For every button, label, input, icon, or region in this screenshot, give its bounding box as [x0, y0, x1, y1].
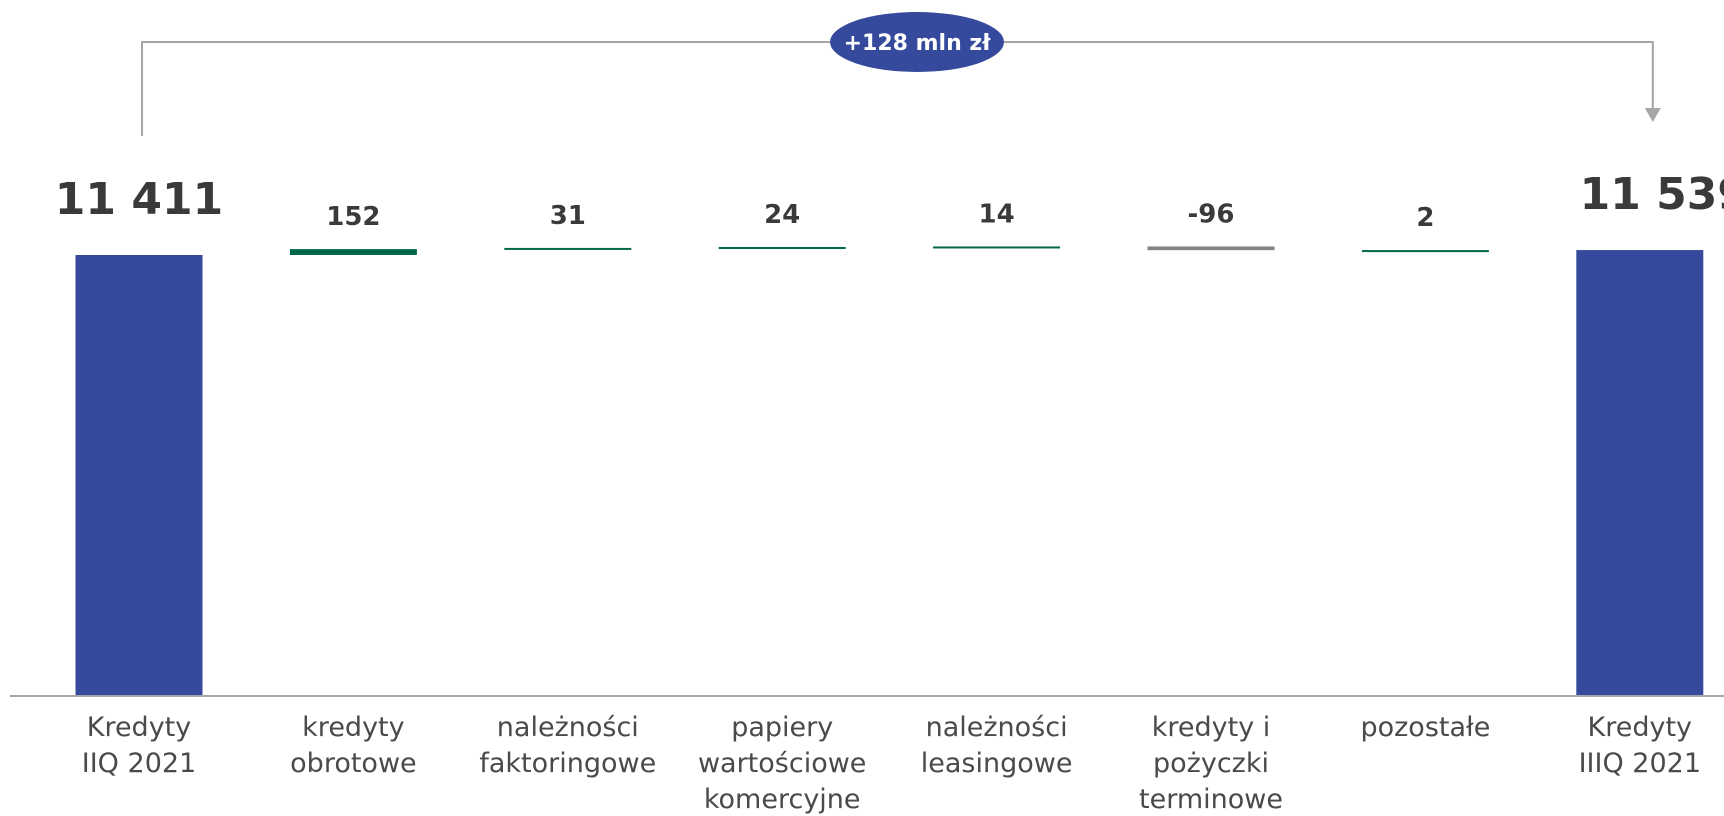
bar-4: [933, 246, 1061, 249]
category-label-6: pozostałe: [1360, 712, 1490, 743]
category-label-3: papiery wartościowe komercyjne: [698, 712, 866, 815]
category-label-line: IIQ 2021: [82, 748, 196, 779]
bar-1: [289, 249, 417, 255]
category-label-line: należności: [497, 712, 639, 743]
bar-5: [1147, 246, 1275, 251]
category-label-5: kredyty i pożyczki terminowe: [1139, 712, 1283, 815]
value-label-5: -96: [1188, 199, 1235, 229]
bar-3: [718, 247, 846, 250]
value-label-0: 11 411: [55, 174, 223, 225]
category-label-line: terminowe: [1139, 784, 1283, 815]
category-label-line: należności: [926, 712, 1068, 743]
category-label-line: faktoringowe: [479, 748, 656, 779]
category-label-line: wartościowe: [698, 748, 866, 779]
category-label-line: kredyty i: [1152, 712, 1271, 743]
category-label-line: komercyjne: [704, 784, 861, 815]
bar-2: [504, 247, 632, 250]
value-labels-group: 11 411 152 31 24 14 -96 2 11 539: [55, 169, 1724, 233]
value-label-3: 24: [764, 200, 800, 230]
bar-0: [75, 255, 203, 696]
category-label-line: Kredyty: [87, 712, 192, 743]
bar-7: [1576, 250, 1704, 696]
value-label-1: 152: [326, 202, 380, 232]
value-label-7: 11 539: [1580, 169, 1724, 220]
category-label-4: należności leasingowe: [921, 712, 1073, 779]
change-badge-label: +128 mln zł: [844, 31, 992, 56]
category-label-1: kredyty obrotowe: [290, 712, 416, 779]
category-label-0: Kredyty IIQ 2021: [82, 712, 196, 779]
change-badge: [830, 12, 1004, 72]
category-label-line: IIIQ 2021: [1579, 748, 1701, 779]
category-labels-group: Kredyty IIQ 2021 kredyty obrotowe należności…: [82, 712, 1701, 815]
value-label-4: 14: [979, 199, 1015, 229]
category-label-line: pożyczki: [1153, 748, 1269, 779]
bars-group: [75, 246, 1704, 696]
category-label-7: Kredyty IIIQ 2021: [1579, 712, 1701, 779]
value-label-2: 31: [550, 201, 586, 231]
category-label-line: pozostałe: [1360, 712, 1490, 743]
category-label-line: papiery: [731, 712, 833, 743]
bar-6: [1361, 250, 1489, 253]
value-label-6: 2: [1416, 203, 1434, 233]
category-label-line: obrotowe: [290, 748, 416, 779]
category-label-line: kredyty: [302, 712, 404, 743]
category-label-line: Kredyty: [1588, 712, 1693, 743]
category-label-line: leasingowe: [921, 748, 1073, 779]
category-label-2: należności faktoringowe: [479, 712, 656, 779]
bracket-arrow-head: [1644, 108, 1661, 122]
